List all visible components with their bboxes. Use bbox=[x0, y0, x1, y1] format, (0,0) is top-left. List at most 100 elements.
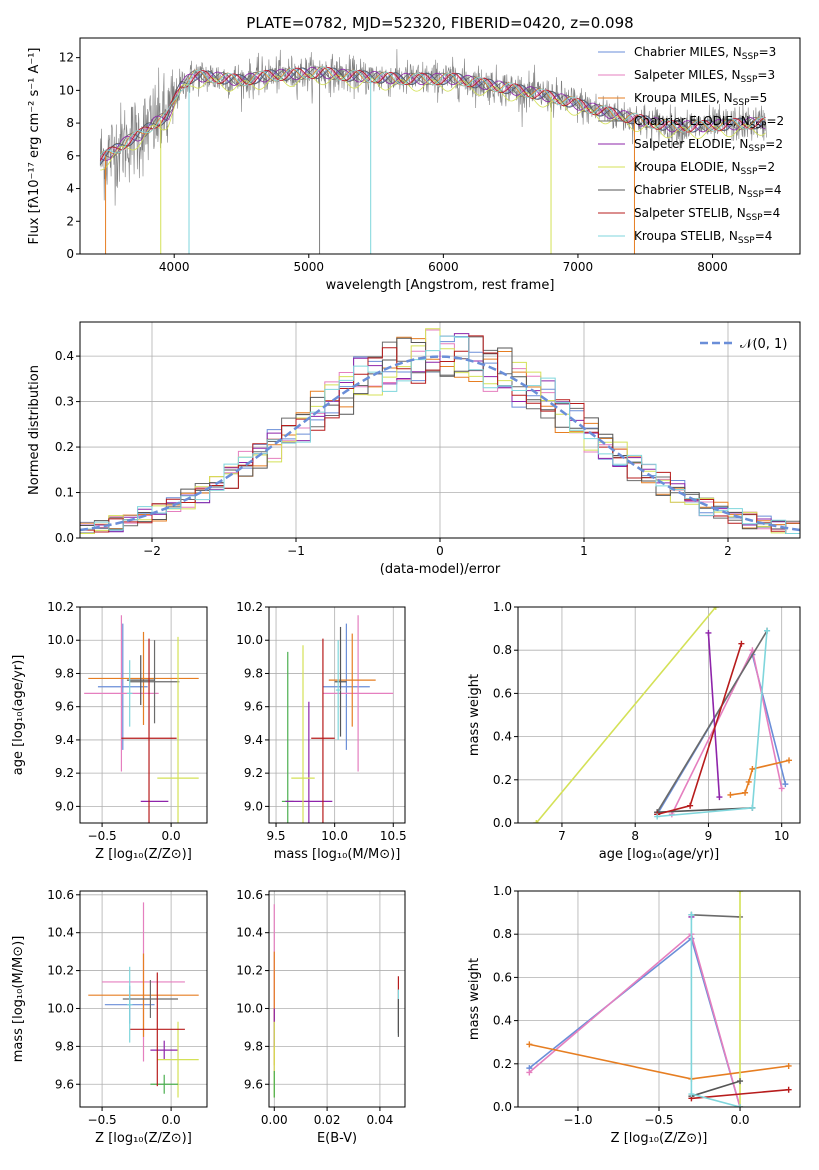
plot-age_vs_Z: −0.5 0.0 9.0 9.2 9.4 9.6 9.8 10.0 10.2 Z [log₁₀(Z… bbox=[11, 600, 208, 862]
y-tick-label: 0.2 bbox=[493, 773, 512, 787]
x-axis-label: (data-model)/error bbox=[380, 562, 501, 577]
legend-suffix: =5 bbox=[750, 91, 768, 105]
y-tick-label: 9.4 bbox=[244, 733, 263, 747]
weight-marker bbox=[688, 1091, 695, 1098]
axes-frame bbox=[517, 606, 801, 824]
x-tick-label: 0.0 bbox=[730, 1113, 749, 1127]
y-tick-label: 9.4 bbox=[55, 733, 74, 747]
x-tick-label: 0.04 bbox=[367, 1113, 394, 1127]
legend-suffix: =3 bbox=[759, 45, 777, 59]
y-tick-label: 0.1 bbox=[55, 486, 74, 500]
weight-line-7 bbox=[656, 643, 743, 816]
y-tick-label: 10.0 bbox=[236, 1001, 263, 1015]
weight-marker bbox=[712, 607, 719, 610]
plot-area-residuals bbox=[80, 328, 800, 534]
plot-mass_vs_ebv: 0.00 0.02 0.04 9.6 9.8 10.0 10.2 10.4 10.6 E(B-V) bbox=[236, 888, 406, 1146]
y-tick-label: 10.2 bbox=[236, 600, 263, 614]
y-tick-label: 9.8 bbox=[55, 1039, 74, 1053]
weight-marker bbox=[716, 794, 723, 801]
weight-marker bbox=[737, 1104, 744, 1107]
weight-line-5 bbox=[535, 607, 717, 823]
x-tick-label: 5000 bbox=[294, 260, 325, 274]
histogram-5 bbox=[80, 328, 800, 534]
y-tick-label: 9.6 bbox=[244, 700, 263, 714]
x-tick-label: 2 bbox=[724, 544, 732, 558]
legend-suffix: =4 bbox=[763, 206, 781, 220]
x-tick-label: 1 bbox=[580, 544, 588, 558]
weight-marker bbox=[688, 911, 695, 918]
y-axis-label: mass weight bbox=[467, 674, 482, 756]
legend-text: Kroupa STELIB, N bbox=[634, 229, 738, 243]
y-tick-label: 0.0 bbox=[493, 1100, 512, 1114]
legend-text: Chabrier MILES, N bbox=[634, 45, 742, 59]
y-tick-label: 0.4 bbox=[493, 730, 512, 744]
x-tick-label: −2 bbox=[143, 544, 161, 558]
plot-mass_weight_vs_Z: −1.0 −0.5 0.0 0.0 0.2 0.4 0.6 0.8 1.0 Z [log₁₀(Z/… bbox=[467, 884, 801, 1146]
y-tick-label: 10 bbox=[59, 83, 74, 97]
legend-text: Kroupa MILES, N bbox=[634, 91, 733, 105]
y-tick-label: 0.6 bbox=[493, 970, 512, 984]
x-tick-label: 0.0 bbox=[162, 1113, 181, 1127]
y-tick-label: 9.8 bbox=[244, 1039, 263, 1053]
y-axis-label: mass [log₁₀(M/M⊙)] bbox=[11, 936, 26, 1063]
legend-label-6: Chabrier STELIB, NSSP=4 bbox=[634, 183, 782, 200]
legend-sub: SSP bbox=[733, 98, 750, 108]
y-tick-label: 9.6 bbox=[55, 700, 74, 714]
x-tick-label: 8 bbox=[631, 829, 639, 843]
y-tick-label: 9.2 bbox=[244, 766, 263, 780]
weight-marker bbox=[764, 627, 771, 634]
weight-marker bbox=[526, 1069, 533, 1076]
legend-label-8: Kroupa STELIB, NSSP=4 bbox=[634, 229, 772, 246]
y-tick-label: 10.2 bbox=[236, 964, 263, 978]
y-tick-label: 0.8 bbox=[493, 927, 512, 941]
x-tick-label: 0.0 bbox=[162, 829, 181, 843]
weight-line-0 bbox=[528, 937, 741, 1107]
x-tick-label: 10.5 bbox=[380, 829, 407, 843]
legend-suffix: =2 bbox=[757, 160, 775, 174]
normal-curve bbox=[80, 355, 800, 532]
model-spectrum-8 bbox=[99, 66, 766, 156]
figure-title: PLATE=0782, MJD=52320, FIBERID=0420, z=0… bbox=[246, 14, 633, 32]
legend-sub: SSP bbox=[747, 190, 764, 200]
plot-area-spectrum bbox=[99, 49, 767, 254]
plot-area-mass_weight_vs_age bbox=[533, 607, 793, 823]
weight-marker bbox=[745, 778, 752, 785]
y-tick-label: 10.4 bbox=[47, 926, 74, 940]
x-axis-label: mass [log₁₀(M/M⊙)] bbox=[274, 847, 401, 862]
model-spectrum-6 bbox=[99, 67, 766, 165]
y-tick-label: 10.4 bbox=[236, 926, 263, 940]
y-axis-label: Flux [fλ10⁻¹⁷ erg cm⁻² s⁻¹ A⁻¹] bbox=[27, 48, 42, 245]
x-tick-label: −1 bbox=[287, 544, 305, 558]
weight-marker bbox=[785, 1086, 792, 1093]
plot-area-age_vs_Z bbox=[84, 615, 199, 823]
weight-line-3 bbox=[656, 630, 768, 813]
plot-area-mass_vs_Z bbox=[88, 902, 199, 1098]
y-tick-label: 0.0 bbox=[493, 816, 512, 830]
weight-marker bbox=[533, 820, 540, 823]
legend-text: Salpeter MILES, N bbox=[634, 68, 741, 82]
legend-label-0: Chabrier MILES, NSSP=3 bbox=[634, 45, 776, 62]
legend-suffix: =2 bbox=[766, 114, 784, 128]
axes-frame bbox=[79, 606, 208, 824]
y-tick-label: 2 bbox=[66, 214, 74, 228]
model-spectrum-5 bbox=[100, 73, 766, 171]
weight-marker bbox=[786, 757, 793, 764]
y-tick-label: 10.0 bbox=[47, 1001, 74, 1015]
weight-marker bbox=[785, 1062, 792, 1069]
legend-sub: SSP bbox=[742, 52, 759, 62]
weight-marker bbox=[782, 781, 789, 788]
x-tick-label: 4000 bbox=[159, 260, 190, 274]
legend-sub: SSP bbox=[741, 167, 758, 177]
legend: 𝒩(0, 1) bbox=[700, 337, 787, 352]
y-tick-label: 12 bbox=[59, 51, 74, 65]
x-tick-label: −1.0 bbox=[563, 1113, 592, 1127]
y-tick-label: 10.2 bbox=[47, 600, 74, 614]
x-axis-label: Z [log₁₀(Z/Z⊙)] bbox=[95, 1131, 192, 1146]
legend-label-1: Salpeter MILES, NSSP=3 bbox=[634, 68, 775, 85]
y-axis-label: age [log₁₀(age/yr)] bbox=[11, 655, 26, 776]
legend-suffix: =4 bbox=[764, 183, 782, 197]
x-tick-label: 10.0 bbox=[321, 829, 348, 843]
weight-marker bbox=[705, 629, 712, 636]
